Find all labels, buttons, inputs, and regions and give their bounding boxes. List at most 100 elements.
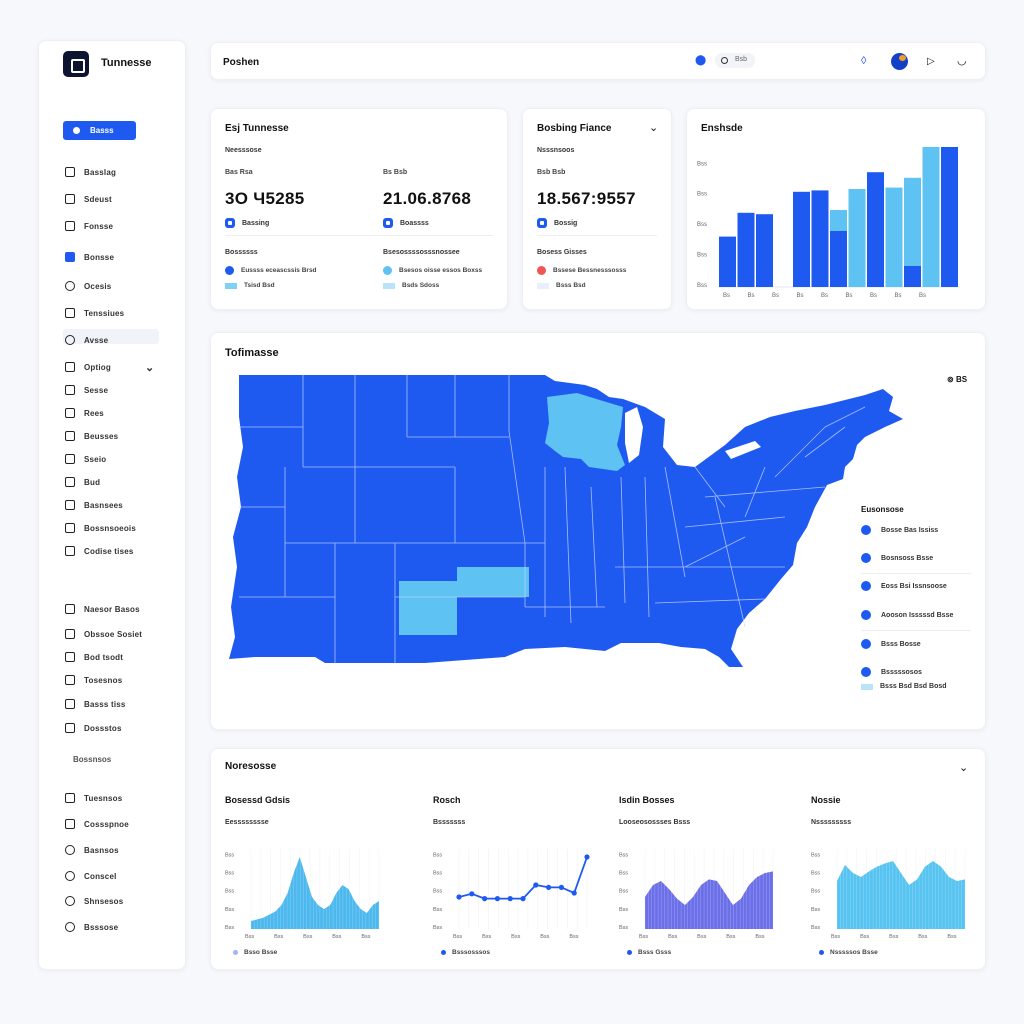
legend-item[interactable]: Aooson Isssssd Bsse (861, 610, 953, 620)
sidebar-item[interactable]: Bonsse (65, 249, 114, 265)
location-icon[interactable]: ⬤ (695, 55, 707, 66)
sidebar-item[interactable]: Sseio (65, 451, 106, 467)
legend-item-label: Bsssssosos (881, 668, 922, 676)
list-icon (65, 431, 75, 441)
map-badge[interactable]: ⊚ BS (947, 375, 967, 384)
legend-item[interactable]: Bsssssosos (861, 667, 922, 677)
sidebar-item[interactable]: Basslag (65, 164, 116, 180)
line-series[interactable] (458, 856, 588, 900)
chart-legend: Bsss Gsss (627, 949, 671, 956)
bar-primary[interactable] (756, 214, 773, 287)
legend-item[interactable]: Bosnsoss Bsse (861, 553, 933, 563)
data-point[interactable] (456, 894, 462, 900)
sidebar-item[interactable]: Bossnsoeois (65, 520, 136, 536)
kpi-tag[interactable]: Bassing (225, 218, 361, 228)
bar-secondary[interactable] (885, 187, 903, 287)
data-point[interactable] (584, 854, 590, 860)
tag-icon (537, 218, 547, 228)
sidebar-item[interactable]: Beusses (65, 428, 118, 444)
data-point[interactable] (546, 884, 552, 890)
kpi-tag[interactable]: Boassss (383, 218, 519, 228)
y-tick-label: Bss (697, 161, 707, 167)
bar-primary[interactable] (830, 231, 847, 287)
bar-secondary[interactable] (904, 177, 921, 287)
sidebar-item[interactable]: Fonsse (65, 218, 113, 234)
chevron-down-icon[interactable]: ⌄ (959, 762, 969, 774)
sidebar-bottom-item[interactable]: Shnsesos (65, 893, 123, 909)
bar-top[interactable] (867, 172, 884, 259)
logo-icon[interactable] (63, 51, 89, 77)
sidebar-item[interactable]: Basss tiss (65, 696, 126, 712)
sidebar-bottom-item[interactable]: Tuesnsos (65, 790, 122, 806)
sidebar-item[interactable]: Codise tises (65, 543, 134, 559)
footer-row: Bssese Bessnesssosss (537, 266, 626, 275)
sidebar-bottom-item[interactable]: Basnsos (65, 842, 119, 858)
footer-row-text: Eussss eceascssis Brsd (241, 267, 317, 274)
chevron-down-icon[interactable]: ⌄ (649, 122, 659, 134)
sidebar-bottom-item[interactable]: Cossspnoe (65, 816, 129, 832)
sidebar-item-active[interactable]: Basss (63, 121, 136, 140)
sidebar-item[interactable]: Sesse (65, 382, 108, 398)
bar-dark[interactable] (904, 266, 921, 287)
legend-item[interactable]: Bosse Bas Ississ (861, 525, 938, 535)
data-point[interactable] (482, 896, 488, 902)
sidebar-item[interactable]: Sdeust (65, 191, 112, 207)
data-point[interactable] (494, 896, 500, 902)
y-tick-label: Bss (697, 192, 707, 198)
map-region-highlight-south[interactable] (399, 567, 529, 635)
x-tick-label: Bss (947, 934, 956, 940)
sidebar-item[interactable]: Basnsees (65, 497, 123, 513)
sidebar-item[interactable]: Ocesis (65, 278, 111, 294)
data-point[interactable] (558, 884, 564, 890)
chart-icon (65, 167, 75, 177)
sidebar-item[interactable]: Naesor Basos (65, 601, 140, 617)
us-map[interactable] (225, 367, 915, 677)
bar-primary[interactable] (811, 190, 829, 287)
bar-primary[interactable] (719, 236, 736, 287)
sidebar-item[interactable]: Bod tsodt (65, 649, 123, 665)
x-tick-label: Bs (895, 293, 902, 299)
chevron-down-icon[interactable]: ⌄ (144, 361, 155, 374)
pin-icon[interactable]: ◊ (861, 55, 867, 67)
y-tick-label: Bss (433, 889, 442, 895)
data-point[interactable] (571, 890, 577, 896)
data-point[interactable] (533, 882, 539, 888)
area-series[interactable] (251, 857, 379, 929)
data-point[interactable] (469, 891, 475, 897)
search-input[interactable]: Bsb (715, 53, 755, 68)
sidebar-item[interactable]: Tenssiues (65, 305, 124, 321)
bar-secondary[interactable] (848, 189, 866, 287)
bar-secondary[interactable] (922, 147, 940, 287)
sidebar-item[interactable]: Optiog ⌄ (65, 359, 154, 375)
sidebar-item[interactable]: Obssoe Sosiet (65, 626, 142, 642)
avatar[interactable] (891, 53, 908, 70)
bar-primary[interactable] (737, 212, 755, 287)
kpi-tag[interactable]: Bossig (537, 218, 673, 228)
sidebar-item[interactable]: Rees (65, 405, 104, 421)
theme-toggle-icon[interactable]: ◡ (957, 55, 967, 67)
sidebar-item[interactable]: Avsse (65, 332, 108, 348)
sidebar-bottom-item[interactable]: Conscel (65, 868, 117, 884)
sidebar-item[interactable]: Tosesnos (65, 672, 122, 688)
legend-item[interactable]: Bsss Bosse (861, 639, 921, 649)
sidebar-item[interactable]: Bud (65, 474, 100, 490)
sidebar-item-label: Basss (90, 126, 114, 135)
bell-icon (65, 194, 75, 204)
bar-top-base[interactable] (867, 258, 884, 287)
data-point[interactable] (520, 896, 526, 902)
area-series[interactable] (837, 861, 965, 929)
sidebar-bottom-item[interactable]: Bsssose (65, 919, 118, 935)
sidebar-item-label: Sseio (84, 454, 107, 464)
area-series[interactable] (645, 871, 773, 929)
play-icon[interactable]: ▷ (927, 56, 935, 67)
bar-primary[interactable] (941, 147, 958, 287)
kpi-tag-label: Bassing (242, 219, 270, 227)
sidebar-item[interactable]: Dossstos (65, 720, 122, 736)
map-region-highlight-north[interactable] (545, 393, 625, 471)
mini-chart-card: Bosessd Gdsis Eesssssssse Bss Bss Bss Bss Bss B… (211, 781, 389, 967)
bar-primary[interactable] (793, 191, 810, 287)
data-point[interactable] (507, 896, 513, 902)
y-tick-label: Bss (811, 870, 820, 876)
legend-item[interactable]: Eoss Bsi Issnsoose (861, 581, 947, 591)
y-tick-label: Bss (433, 870, 442, 876)
